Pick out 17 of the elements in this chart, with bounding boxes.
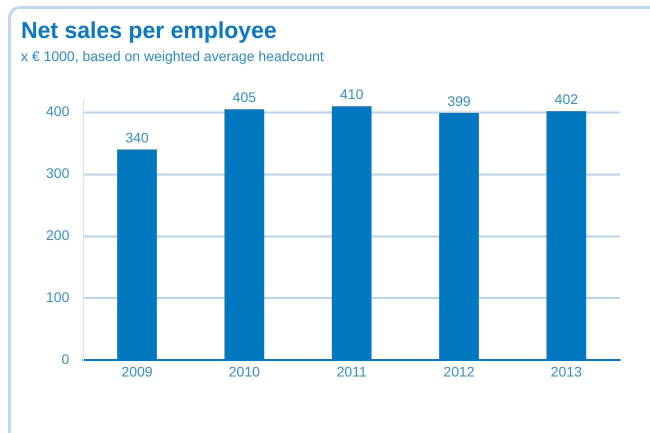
chart-title: Net sales per employee <box>21 17 277 44</box>
y-tick-label: 100 <box>46 289 70 306</box>
y-tick-label: 400 <box>46 103 70 120</box>
chart-subtitle: x € 1000, based on weighted average headcount <box>21 48 324 64</box>
data-label: 405 <box>232 89 256 106</box>
y-tick-label: 300 <box>46 165 70 182</box>
data-label: 399 <box>447 92 471 109</box>
data-label: 340 <box>125 129 149 146</box>
x-tick-label: 2011 <box>336 363 367 380</box>
data-label: 402 <box>554 91 578 108</box>
x-tick-label: 2012 <box>443 363 475 380</box>
y-tick-label: 200 <box>46 227 70 244</box>
x-tick-label: 2010 <box>228 363 260 380</box>
y-tick-label: 0 <box>62 351 70 368</box>
x-tick-label: 2009 <box>121 363 153 380</box>
x-tick-label: 2013 <box>550 363 582 380</box>
data-label: 410 <box>340 86 364 102</box>
